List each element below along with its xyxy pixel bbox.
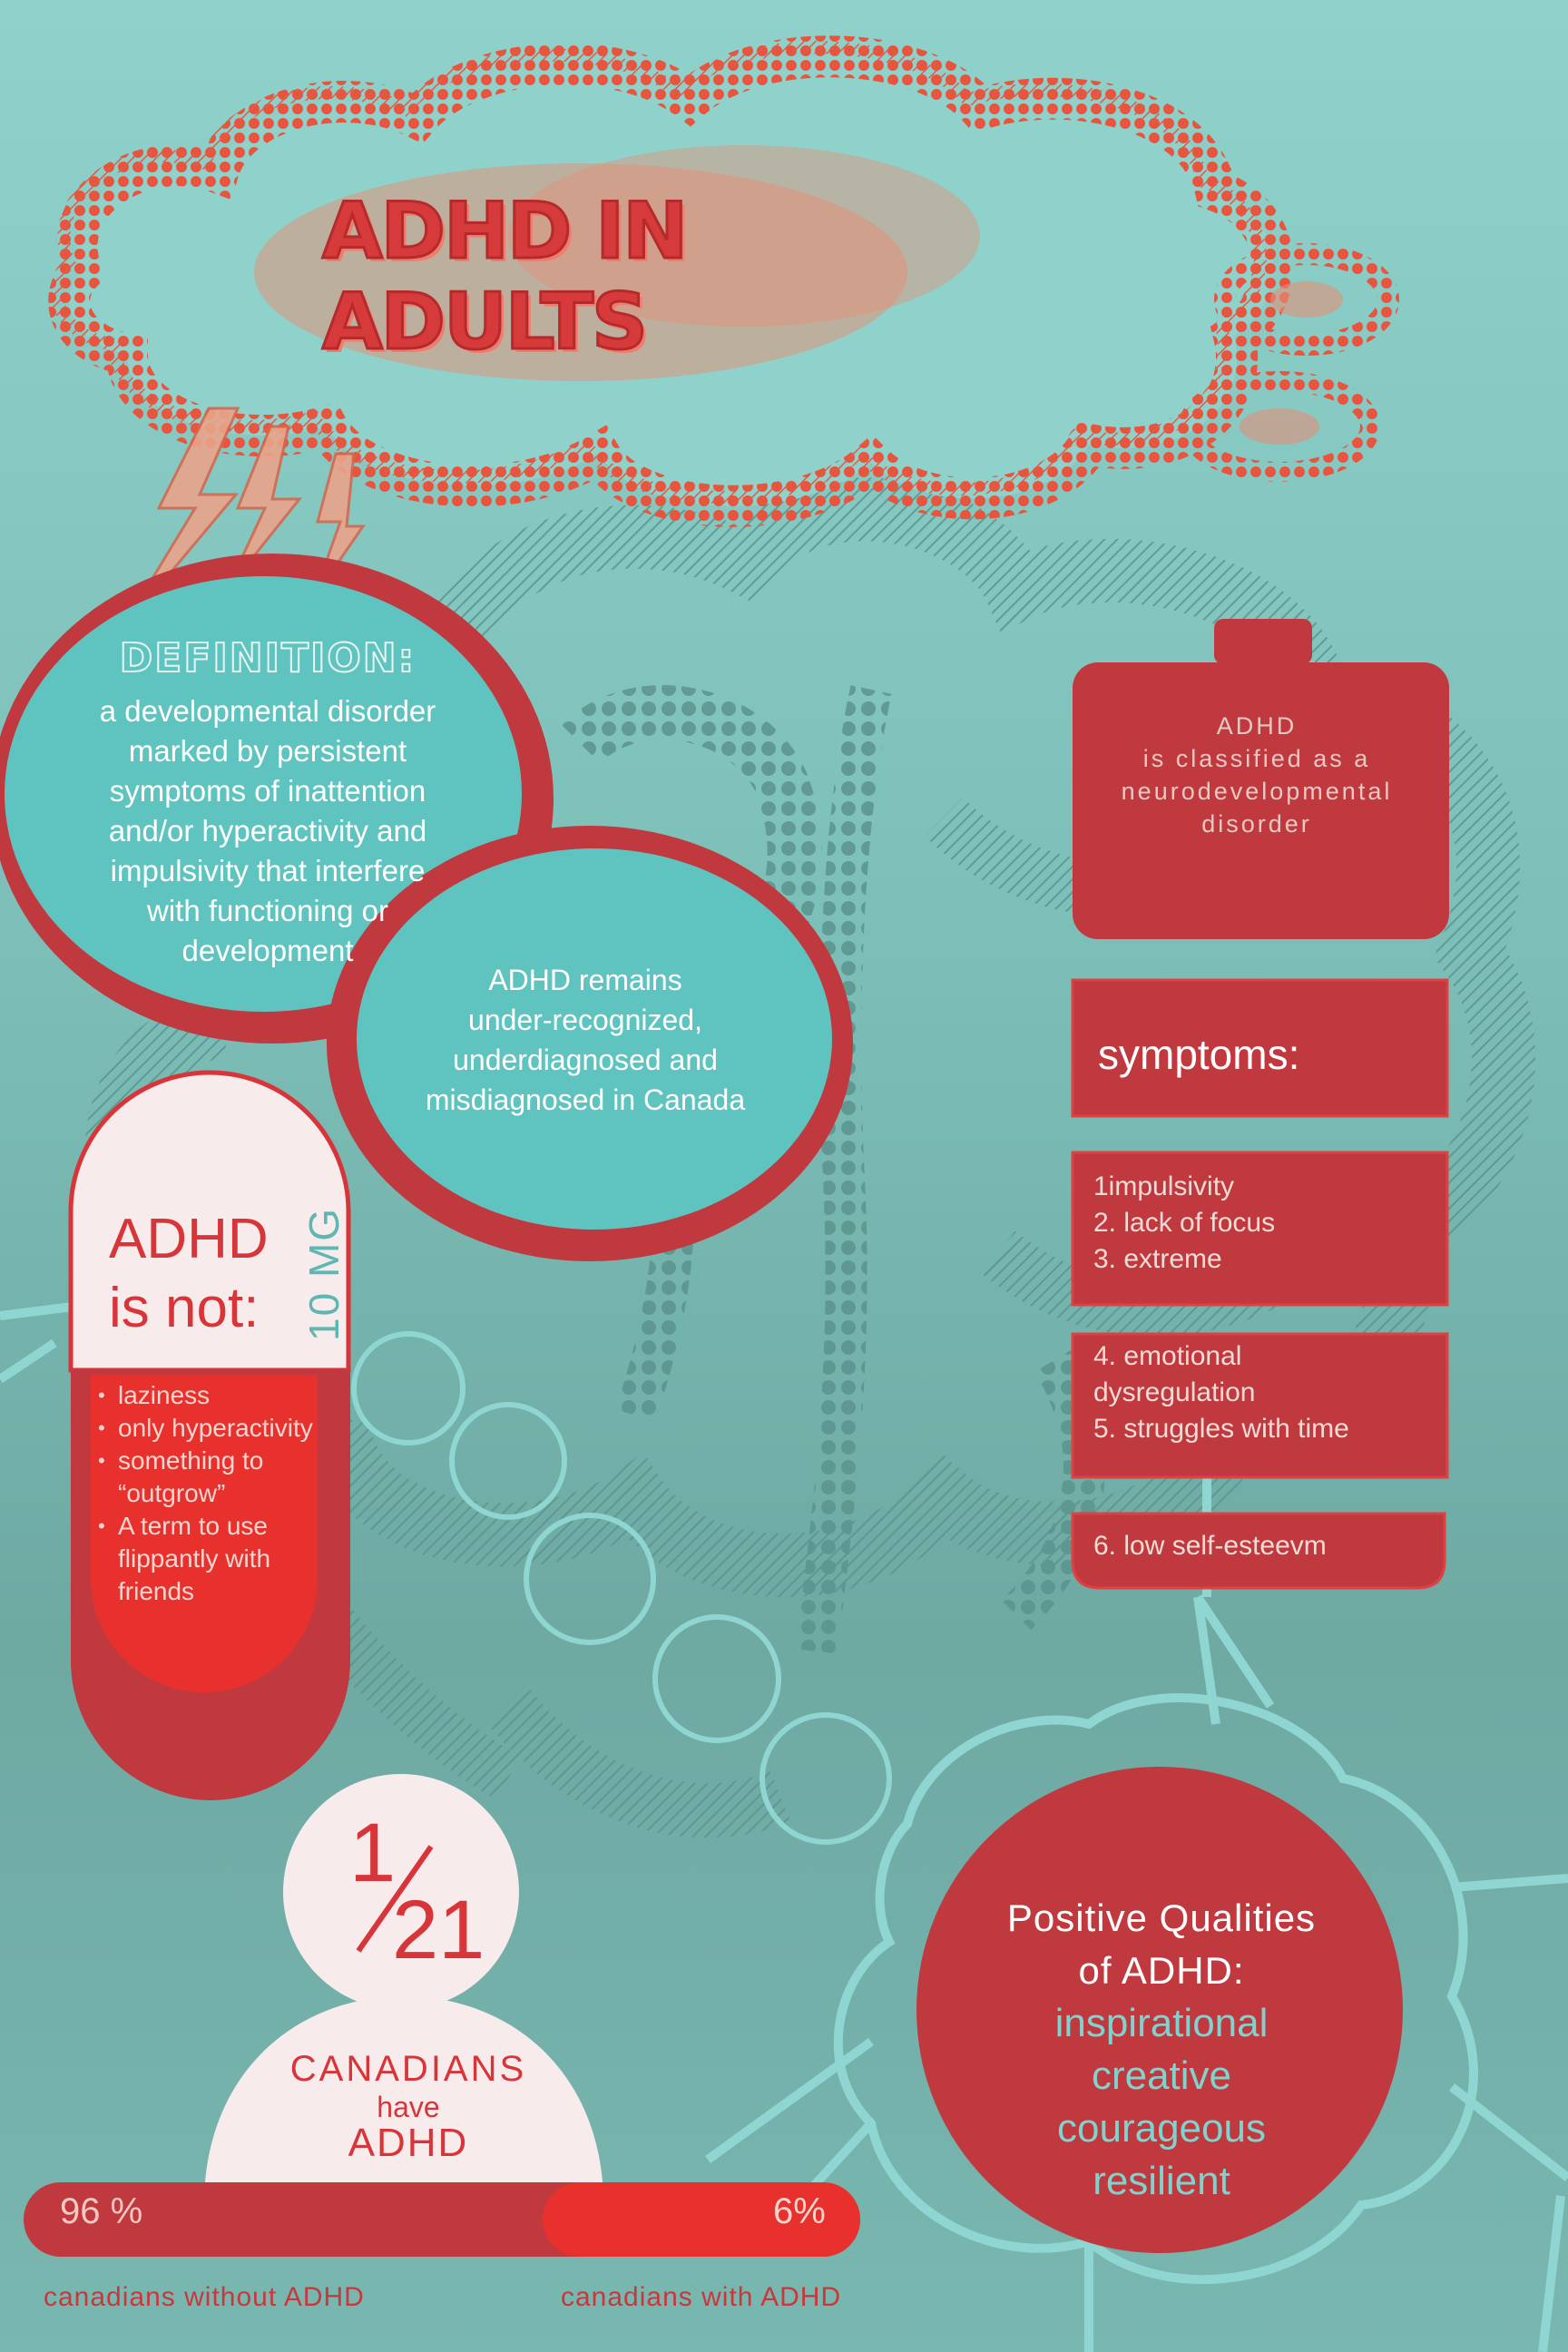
symptom-item: 5. struggles with time xyxy=(1093,1414,1349,1444)
without-adhd-caption: canadians without ADHD xyxy=(44,2282,365,2312)
classification-text: ADHD is classified as a neurodevelopment… xyxy=(1080,710,1434,840)
stat-line2: have xyxy=(377,2091,440,2123)
fraction-numerator: 1 xyxy=(349,1807,397,1899)
definition-line: a developmental disorder xyxy=(99,694,436,728)
pill-list: laziness only hyperactivity something to… xyxy=(98,1379,325,1608)
definition-text: a developmental disorder marked by persi… xyxy=(36,691,499,971)
pill-list-item: laziness xyxy=(98,1379,325,1412)
remains-line: underdiagnosed and xyxy=(453,1044,718,1076)
positive-qualities: Positive Qualities of ADHD: inspirationa… xyxy=(926,1892,1397,2208)
with-adhd-caption: canadians with ADHD xyxy=(561,2282,842,2312)
pill-list-item: something to “outgrow” xyxy=(98,1445,325,1510)
pill-heading: ADHD is not: xyxy=(109,1205,269,1343)
pill-list-item: only hyperactivity xyxy=(98,1412,325,1445)
symptoms-group-1: 1impulsivity 2. lack of focus 3. extreme xyxy=(1093,1169,1275,1278)
pill-list-item: A term to use flippantly with friends xyxy=(98,1510,325,1608)
symptoms-group-3: 6. low self-esteevm xyxy=(1093,1528,1327,1564)
symptom-item: dysregulation xyxy=(1093,1377,1256,1407)
definition-line: marked by persistent xyxy=(128,734,407,768)
battery-shape xyxy=(1071,619,1449,1590)
page-title: ADHD IN ADULTS xyxy=(321,185,690,369)
classified-line: disorder xyxy=(1201,810,1312,838)
symptom-item: 3. extreme xyxy=(1093,1244,1222,1274)
quality-item: creative xyxy=(1091,2053,1232,2098)
positive-heading-line1: Positive Qualities xyxy=(1006,1896,1317,1939)
remains-line: ADHD remains xyxy=(488,964,682,996)
definition-bubble xyxy=(0,554,853,1261)
symptom-item: 4. emotional xyxy=(1093,1341,1242,1371)
pill-heading-line2: is not: xyxy=(109,1277,260,1339)
underrecognized-text: ADHD remains under-recognized, underdiag… xyxy=(399,960,771,1120)
definition-line: impulsivity that interfere xyxy=(110,854,426,887)
with-adhd-value: 6% xyxy=(773,2191,826,2231)
classified-line: is classified as a xyxy=(1142,745,1371,772)
symptom-item: 2. lack of focus xyxy=(1093,1208,1276,1238)
definition-line: with functioning or xyxy=(147,894,388,927)
thought-cloud xyxy=(48,35,1399,527)
quality-item: resilient xyxy=(1093,2159,1230,2203)
without-adhd-value: 96 % xyxy=(60,2191,143,2231)
definition-line: and/or hyperactivity and xyxy=(108,814,427,848)
fraction-denominator: 21 xyxy=(392,1884,485,1976)
positive-circle xyxy=(916,1767,1403,2253)
ratio-bar xyxy=(24,2182,860,2257)
stat-line1: CANADIANS xyxy=(289,2049,527,2089)
quality-item: inspirational xyxy=(1054,2001,1269,2045)
classified-line: ADHD xyxy=(1216,712,1298,740)
stat-caption: CANADIANS have ADHD xyxy=(272,2051,544,2163)
remains-line: misdiagnosed in Canada xyxy=(425,1083,746,1116)
stat-line3: ADHD xyxy=(348,2121,469,2165)
person-icon xyxy=(204,1774,603,2196)
remains-line: under-recognized, xyxy=(468,1004,702,1036)
neuron-network xyxy=(0,1302,1568,2352)
symptom-item: 1impulsivity xyxy=(1093,1171,1235,1201)
definition-label: DEFINITION: xyxy=(119,634,416,682)
definition-line: development xyxy=(181,934,354,967)
quality-item: courageous xyxy=(1057,2106,1266,2151)
definition-line: symptoms of inattention xyxy=(109,774,426,808)
pill-dose-label: 10 MG xyxy=(300,1206,348,1341)
classified-line: neurodevelopmental xyxy=(1121,778,1393,805)
bubble-chain xyxy=(351,1331,892,1845)
pill-heading-line1: ADHD xyxy=(109,1208,269,1270)
symptom-item: 6. low self-esteevm xyxy=(1093,1531,1327,1561)
symptoms-heading: symptoms: xyxy=(1098,1031,1300,1078)
symptoms-group-2: 4. emotional dysregulation 5. struggles … xyxy=(1093,1338,1349,1447)
positive-heading-line2: of ADHD: xyxy=(1078,1949,1245,1992)
